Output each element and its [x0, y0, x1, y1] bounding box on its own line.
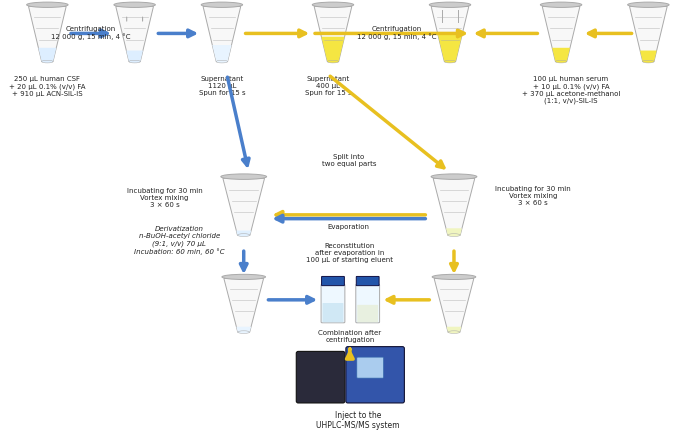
- Polygon shape: [321, 37, 345, 61]
- Polygon shape: [28, 6, 66, 61]
- Ellipse shape: [216, 60, 227, 63]
- Text: Derivatization
n-BuOH-acetyl chloride
(9:1, v/v) 70 μL
Incubation: 60 min, 60 °C: Derivatization n-BuOH-acetyl chloride (9…: [134, 226, 225, 255]
- FancyBboxPatch shape: [357, 357, 384, 378]
- Text: 100 μL human serum
+ 10 μL 0.1% (v/v) FA
+ 370 μL acetone-methanol
(1:1, v/v)-SI: 100 μL human serum + 10 μL 0.1% (v/v) FA…: [522, 77, 621, 104]
- Polygon shape: [434, 279, 474, 332]
- FancyBboxPatch shape: [357, 305, 378, 322]
- Polygon shape: [640, 51, 656, 61]
- Text: Combination after
centrifugation: Combination after centrifugation: [319, 330, 381, 344]
- Ellipse shape: [432, 274, 476, 280]
- Text: Inject to the
UHPLC-MS/MS system: Inject to the UHPLC-MS/MS system: [316, 411, 399, 430]
- Polygon shape: [552, 48, 570, 61]
- Text: Incubating for 30 min
Vortex mixing
3 × 60 s: Incubating for 30 min Vortex mixing 3 × …: [495, 186, 571, 206]
- FancyBboxPatch shape: [357, 276, 379, 286]
- Ellipse shape: [222, 274, 265, 280]
- Text: Incubating for 30 min
Vortex mixing
3 × 60 s: Incubating for 30 min Vortex mixing 3 × …: [126, 188, 202, 208]
- FancyBboxPatch shape: [356, 284, 379, 323]
- Polygon shape: [224, 279, 263, 332]
- Ellipse shape: [328, 60, 339, 63]
- Text: Supernatant
1120 μL
Spun for 15 s: Supernatant 1120 μL Spun for 15 s: [198, 77, 245, 96]
- Text: Centrifugation
12 000 g, 15 min, 4 °C: Centrifugation 12 000 g, 15 min, 4 °C: [357, 26, 436, 40]
- FancyBboxPatch shape: [296, 351, 345, 403]
- Ellipse shape: [27, 2, 68, 7]
- Polygon shape: [542, 6, 580, 61]
- Ellipse shape: [41, 60, 53, 63]
- Polygon shape: [431, 6, 469, 61]
- Polygon shape: [236, 230, 251, 235]
- Text: Centrifugation
12 000 g, 15 min, 4 °C: Centrifugation 12 000 g, 15 min, 4 °C: [51, 26, 131, 40]
- Polygon shape: [446, 327, 462, 332]
- Polygon shape: [223, 178, 265, 235]
- Ellipse shape: [627, 2, 669, 7]
- Ellipse shape: [201, 2, 243, 7]
- Ellipse shape: [448, 234, 460, 237]
- Polygon shape: [212, 45, 231, 61]
- FancyBboxPatch shape: [346, 347, 404, 403]
- Ellipse shape: [129, 60, 140, 63]
- Ellipse shape: [444, 60, 455, 63]
- FancyBboxPatch shape: [321, 276, 344, 286]
- Polygon shape: [116, 6, 153, 61]
- Text: Split into
two equal parts: Split into two equal parts: [321, 154, 376, 167]
- Ellipse shape: [221, 174, 267, 179]
- Text: 250 μL human CSF
+ 20 μL 0.1% (v/v) FA
+ 910 μL ACN-SIL-IS: 250 μL human CSF + 20 μL 0.1% (v/v) FA +…: [9, 77, 86, 97]
- Polygon shape: [314, 6, 352, 61]
- Ellipse shape: [643, 60, 654, 63]
- Polygon shape: [630, 6, 668, 61]
- Ellipse shape: [238, 234, 250, 237]
- Ellipse shape: [114, 2, 155, 7]
- FancyBboxPatch shape: [321, 284, 345, 323]
- Text: Supernatant
400 μL
Spun for 15 s: Supernatant 400 μL Spun for 15 s: [305, 77, 351, 96]
- Polygon shape: [236, 327, 251, 332]
- Ellipse shape: [429, 2, 471, 7]
- Ellipse shape: [540, 2, 582, 7]
- Ellipse shape: [556, 60, 567, 63]
- Polygon shape: [126, 51, 143, 61]
- Polygon shape: [203, 6, 240, 61]
- Ellipse shape: [312, 2, 354, 7]
- Ellipse shape: [431, 174, 477, 179]
- Ellipse shape: [448, 331, 460, 333]
- Text: Reconstitution
after evaporation in
100 μL of starting eluent: Reconstitution after evaporation in 100 …: [306, 243, 393, 263]
- Polygon shape: [433, 178, 475, 235]
- Ellipse shape: [238, 331, 249, 333]
- FancyBboxPatch shape: [323, 303, 343, 322]
- Polygon shape: [438, 34, 462, 61]
- Text: Evaporation: Evaporation: [328, 224, 370, 230]
- Polygon shape: [39, 48, 56, 61]
- Polygon shape: [446, 228, 462, 235]
